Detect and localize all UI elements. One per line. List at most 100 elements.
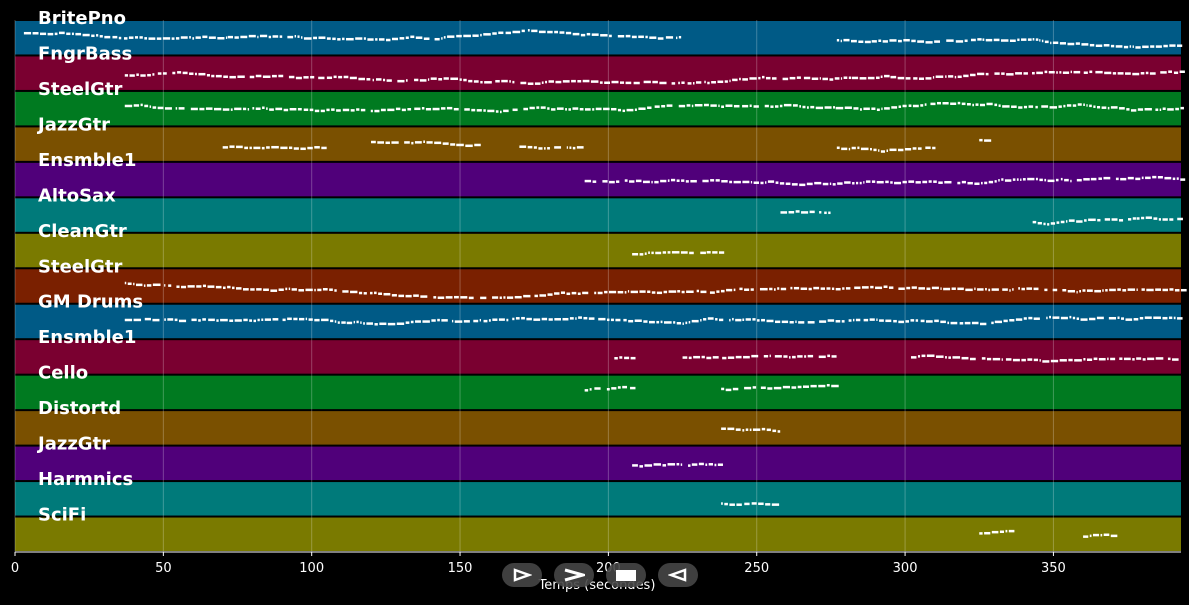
note (848, 76, 852, 80)
note (750, 180, 753, 184)
note (202, 35, 208, 39)
note (1177, 44, 1183, 47)
note (1162, 107, 1166, 111)
note (271, 74, 277, 78)
note (729, 79, 731, 83)
note (753, 105, 759, 108)
note (700, 251, 706, 255)
note (694, 104, 703, 107)
note (1104, 71, 1112, 75)
note (208, 36, 216, 39)
fast-forward-button[interactable] (554, 563, 594, 587)
note (314, 288, 316, 292)
note (234, 36, 239, 39)
note (735, 318, 742, 322)
note (783, 355, 788, 358)
note (538, 30, 546, 34)
note (725, 388, 732, 392)
note (855, 318, 861, 322)
note (717, 463, 723, 466)
note (1173, 316, 1176, 320)
note (840, 77, 843, 80)
x-tick-label: 100 (299, 561, 325, 576)
note (742, 429, 745, 432)
stop-button[interactable] (606, 563, 646, 587)
note (456, 143, 464, 147)
note (285, 287, 288, 291)
note (536, 106, 540, 109)
play-forward-button[interactable] (502, 563, 542, 587)
track-notes (584, 175, 1186, 187)
note (433, 296, 437, 299)
note (791, 183, 798, 186)
note (1177, 317, 1183, 320)
note (857, 146, 860, 150)
track-band (15, 127, 1181, 161)
note (970, 73, 976, 77)
note (492, 296, 499, 299)
note (104, 35, 111, 39)
note (579, 107, 584, 111)
note (441, 37, 443, 40)
track-band (15, 517, 1181, 551)
note (908, 180, 915, 183)
note (647, 290, 651, 294)
note (415, 36, 423, 39)
note (1132, 358, 1135, 361)
note (863, 181, 865, 184)
note (645, 35, 648, 39)
note (548, 80, 554, 83)
note (303, 37, 312, 40)
note (963, 74, 969, 78)
note (940, 320, 946, 324)
rewind-button[interactable] (658, 563, 698, 587)
note (1027, 177, 1035, 181)
note (483, 319, 488, 323)
note (380, 108, 386, 112)
note (1027, 38, 1032, 41)
note (638, 107, 646, 110)
note (363, 292, 367, 295)
note (829, 78, 834, 81)
note (617, 34, 625, 38)
note (360, 108, 366, 112)
note (757, 319, 760, 322)
note (175, 37, 180, 40)
note (301, 36, 303, 39)
note (112, 35, 118, 39)
x-tick-label: 0 (10, 561, 20, 576)
note (492, 318, 498, 321)
note (606, 388, 610, 391)
note (959, 322, 964, 325)
note (1067, 289, 1076, 293)
note (622, 385, 628, 389)
note (793, 286, 800, 290)
note (318, 36, 326, 39)
note (897, 76, 905, 80)
note (1011, 105, 1017, 108)
note (695, 81, 702, 84)
note (617, 386, 621, 389)
note (1089, 317, 1096, 321)
note (606, 318, 610, 322)
note (147, 73, 151, 77)
note (1152, 175, 1157, 179)
note (991, 288, 999, 291)
note (66, 32, 71, 36)
note (1001, 358, 1003, 361)
note (749, 428, 752, 432)
note (898, 105, 902, 108)
note (1070, 179, 1072, 183)
note (521, 29, 525, 33)
note (720, 289, 725, 293)
note (619, 356, 623, 359)
note (509, 80, 511, 83)
note (935, 75, 944, 78)
note (377, 141, 385, 144)
note (293, 317, 298, 321)
track-label: GM Drums (38, 292, 143, 313)
note (1074, 359, 1082, 362)
note (167, 318, 174, 321)
note (1164, 176, 1172, 180)
note (1005, 529, 1008, 533)
